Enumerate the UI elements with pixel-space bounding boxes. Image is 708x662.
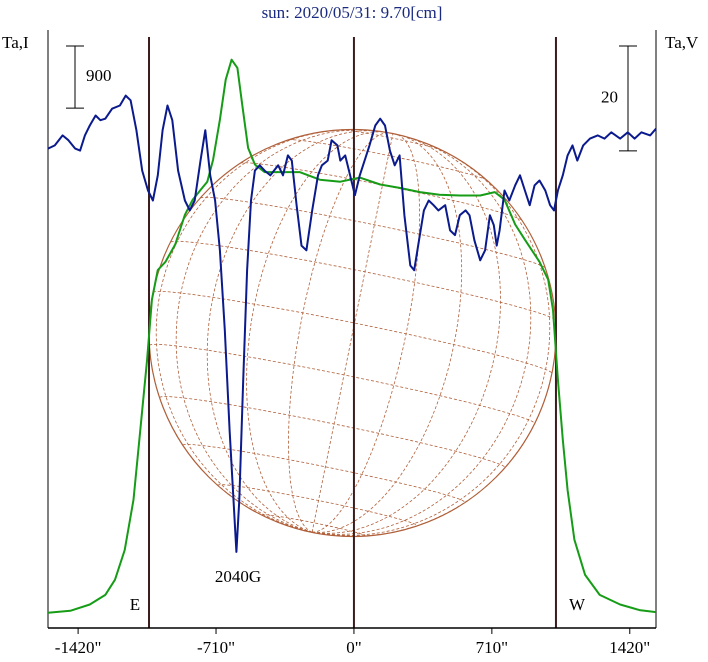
annotation: E [130, 595, 140, 614]
grid-line-globe [312, 531, 318, 534]
x-tick-label: 1420" [609, 638, 650, 657]
x-tick-label: 710" [476, 638, 508, 657]
annotation: 2040G [215, 567, 261, 586]
grid-line-globe [206, 130, 379, 533]
grid-line-globe [312, 135, 463, 533]
grid-line-globe [312, 137, 532, 535]
grid-line-globe [312, 133, 421, 533]
grid-line-globe [312, 136, 501, 534]
annotation: W [569, 595, 586, 614]
y2-axis-label: Ta,V [665, 33, 699, 52]
data-line [47, 58, 657, 614]
grid-line-globe [312, 145, 551, 536]
data-line [47, 94, 657, 553]
grid-line-globe [261, 514, 366, 537]
sun-globe [148, 128, 557, 538]
grid-line-globe [288, 139, 487, 181]
x-tick-label: -1420" [55, 638, 102, 657]
grid-line-globe [175, 129, 375, 533]
scale-bar-label: 900 [86, 66, 112, 85]
grid-line-globe [288, 132, 391, 533]
grid-line-globe [246, 131, 383, 533]
scale-bar-label: 20 [601, 87, 618, 106]
y-axis-label: Ta,I [2, 33, 29, 52]
x-tick-label: -710" [197, 638, 235, 657]
grid-line-globe [312, 373, 553, 537]
grid-line-globe [200, 197, 546, 269]
x-tick-label: 0" [346, 638, 361, 657]
grid-line-globe [155, 129, 353, 533]
grid-line-globe [311, 133, 394, 533]
chart-title: sun: 2020/05/31: 9.70[cm] [262, 3, 443, 22]
